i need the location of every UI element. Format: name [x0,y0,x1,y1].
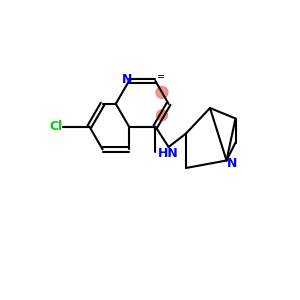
Text: N: N [227,157,237,170]
Text: N: N [122,73,132,86]
Circle shape [156,86,168,98]
Text: HN: HN [158,147,178,160]
Text: Cl: Cl [49,120,62,133]
Circle shape [157,110,167,121]
Text: =: = [157,72,165,82]
